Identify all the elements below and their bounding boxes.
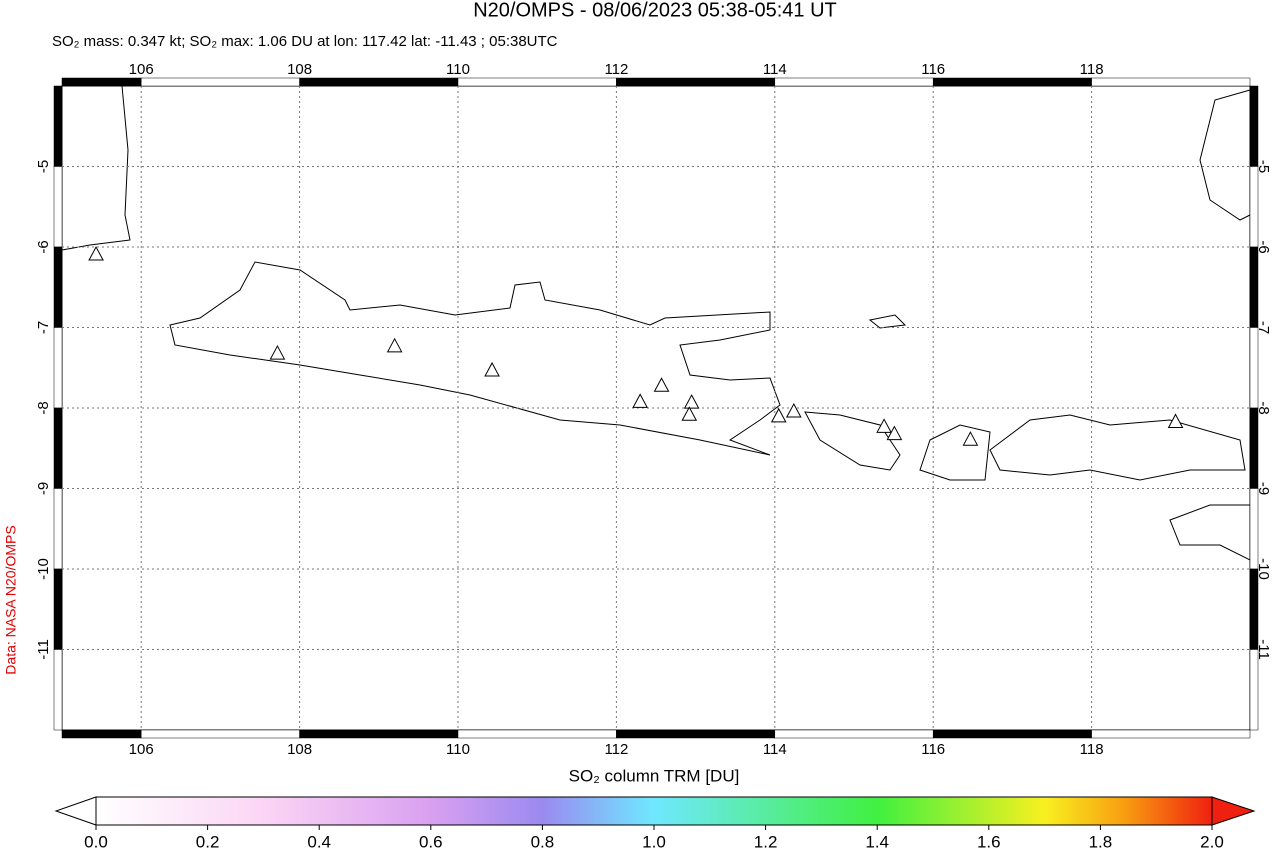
volcano	[269, 345, 286, 360]
frame-bar	[1249, 568, 1259, 650]
y-tick-label: -8	[35, 401, 52, 414]
volcano	[386, 337, 403, 353]
x-tick-label: 116	[921, 61, 945, 78]
frame-bar	[457, 77, 617, 87]
colorbar-tick-label: 0.6	[419, 832, 443, 851]
frame-bar	[1249, 85, 1259, 167]
y-tick-label: -6	[35, 240, 52, 253]
volcano	[681, 406, 698, 421]
volcano	[785, 402, 802, 418]
frame-bar	[616, 77, 776, 87]
frame-bar	[53, 568, 63, 650]
frame-bar	[53, 407, 63, 489]
frame-bar	[774, 77, 934, 87]
colorbar	[95, 796, 1213, 826]
x-tick-label: 108	[287, 61, 312, 78]
y-tick-label: -10	[35, 558, 52, 580]
frame-bar	[140, 729, 300, 739]
y-tick-label: -11	[35, 639, 52, 660]
colorbar-under	[54, 796, 97, 826]
side-note: Data: NASA N20/OMPS	[3, 525, 19, 674]
volcano	[632, 393, 648, 408]
frame-bar	[53, 246, 63, 328]
x-tick-label: 106	[129, 61, 154, 78]
x-tick-label: 114	[763, 741, 787, 758]
y-tick-label: -11	[1255, 639, 1272, 660]
x-tick-label: 112	[604, 741, 628, 758]
colorbar-tick-label: 0.8	[531, 832, 555, 851]
frame-bar	[61, 77, 142, 87]
colorbar-tick-label: 2.0	[1200, 832, 1224, 851]
x-tick-label: 118	[1080, 741, 1104, 758]
frame-bar	[61, 729, 142, 739]
frame-bar	[53, 327, 63, 409]
y-tick-label: -9	[35, 482, 52, 495]
volcano	[88, 245, 104, 261]
frame-bar	[1249, 407, 1259, 489]
volcano	[653, 377, 670, 392]
volcano	[770, 407, 787, 423]
frame-bar	[1249, 246, 1259, 328]
colorbar-tick-label: 0.4	[307, 832, 331, 851]
x-tick-label: 114	[763, 61, 787, 78]
colorbar-tick-label: 0.2	[196, 832, 220, 851]
volcano	[683, 394, 700, 409]
y-tick-label: -8	[1255, 401, 1272, 414]
frame-bar	[1091, 729, 1251, 739]
frame-bar	[932, 77, 1092, 87]
x-tick-label: 110	[446, 61, 470, 78]
x-tick-label: 116	[921, 741, 945, 758]
y-tick-label: -7	[1255, 321, 1272, 334]
x-tick-label: 118	[1080, 61, 1104, 78]
colorbar-tick-label: 1.8	[1089, 832, 1113, 851]
y-tick-label: -10	[1255, 558, 1272, 580]
frame-bar	[53, 649, 63, 731]
frame-bar	[774, 729, 934, 739]
subtitle: SO₂ mass: 0.347 kt; SO₂ max: 1.06 DU at …	[52, 33, 558, 50]
frame-bar	[1249, 166, 1259, 248]
frame-bar	[1249, 649, 1259, 731]
frame-bar	[1249, 327, 1259, 409]
volcano	[962, 431, 979, 446]
volcano	[1167, 413, 1184, 428]
volcano	[484, 361, 500, 377]
frame-bar	[299, 729, 459, 739]
title: N20/OMPS - 08/06/2023 05:38-05:41 UT	[473, 0, 837, 21]
frame-bar	[1091, 77, 1251, 87]
frame-bar	[457, 729, 617, 739]
colorbar-tick-label: 0.0	[84, 832, 108, 851]
frame-bar	[616, 729, 776, 739]
y-tick-label: -7	[35, 321, 52, 334]
map-area	[61, 85, 1251, 731]
frame-bar	[1249, 488, 1259, 570]
x-tick-label: 110	[446, 741, 470, 758]
frame-bar	[299, 77, 459, 87]
colorbar-label: SO₂ column TRM [DU]	[569, 766, 740, 785]
colorbar-tick-label: 1.6	[977, 832, 1001, 851]
x-tick-label: 106	[129, 741, 154, 758]
x-tick-label: 112	[604, 61, 628, 78]
frame-bar	[140, 77, 300, 87]
y-tick-label: -9	[1255, 482, 1272, 495]
colorbar-tick-label: 1.0	[642, 832, 666, 851]
frame-bar	[53, 85, 63, 167]
volcano	[886, 425, 903, 441]
frame-bar	[932, 729, 1092, 739]
volcano	[876, 418, 892, 433]
frame-bar	[53, 166, 63, 248]
y-tick-label: -6	[1255, 240, 1272, 253]
colorbar-over	[1211, 796, 1256, 826]
frame-bar	[53, 488, 63, 570]
y-tick-label: -5	[35, 160, 52, 173]
x-tick-label: 108	[287, 741, 312, 758]
colorbar-tick-label: 1.2	[754, 832, 778, 851]
colorbar-tick-label: 1.4	[865, 832, 889, 851]
y-tick-label: -5	[1255, 160, 1272, 173]
